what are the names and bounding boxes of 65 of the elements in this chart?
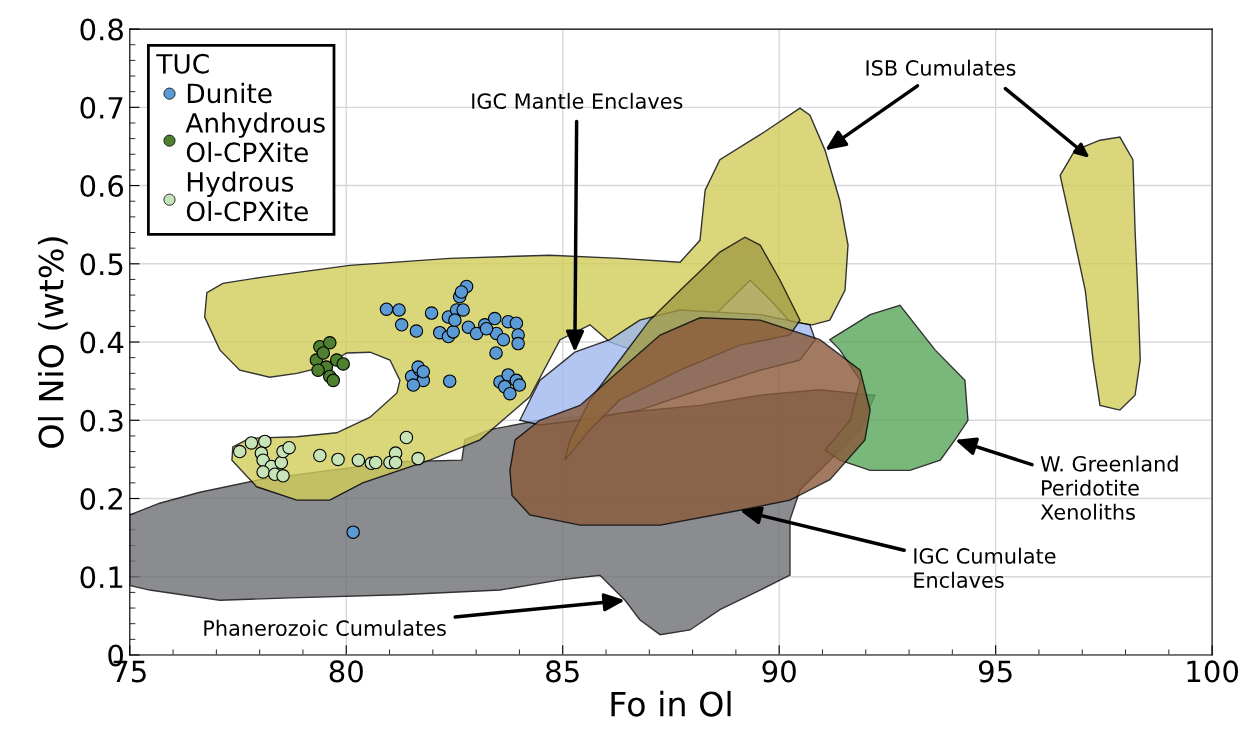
point: [336, 357, 350, 371]
point: [388, 455, 403, 470]
point: [244, 436, 259, 450]
point: [274, 455, 289, 470]
point: [316, 346, 331, 360]
point: [394, 318, 409, 332]
point: [456, 303, 470, 317]
point: [411, 451, 425, 466]
point: [406, 378, 421, 392]
x-axis-title: Fo in Ol: [611, 690, 731, 717]
legend-title: TUC: [156, 53, 209, 74]
point: [496, 332, 511, 347]
point: [442, 374, 457, 388]
point: [331, 452, 345, 467]
point: [509, 316, 524, 331]
point: [313, 448, 327, 463]
point: [368, 455, 383, 470]
y-tick-label: 0.8: [80, 18, 123, 41]
point: [276, 469, 290, 483]
point: [503, 386, 517, 401]
point: [479, 321, 494, 336]
point: [416, 365, 431, 379]
point: [409, 324, 424, 338]
point: [258, 434, 272, 449]
legend-label: Hydrous Ol-CPXite: [186, 171, 308, 222]
x-tick-label: 80: [329, 660, 363, 683]
point: [448, 313, 462, 327]
point: [326, 373, 341, 388]
y-tick-label: 0.1: [80, 566, 123, 589]
x-tick-label: 85: [546, 660, 579, 683]
point: [399, 430, 414, 445]
point: [323, 336, 337, 350]
point: [392, 303, 406, 317]
y-tick-label: 0.7: [80, 96, 123, 119]
point: [379, 302, 394, 316]
y-tick-label: 0.5: [80, 253, 123, 276]
point: [424, 306, 439, 320]
point: [311, 363, 325, 377]
point: [282, 440, 296, 455]
annotation: IGC Mantle Enclaves: [472, 92, 683, 109]
annotation: Phanerozoic Cumulates: [204, 619, 446, 636]
point: [487, 311, 502, 326]
legend-label: Anhydrous Ol-CPXite: [185, 112, 325, 163]
x-tick-label: 90: [762, 660, 796, 683]
point: [446, 325, 460, 339]
y-tick-label: 0.6: [80, 175, 124, 198]
x-tick-label: 100: [1187, 660, 1239, 683]
point: [489, 346, 503, 360]
point: [256, 465, 270, 479]
y-axis-title: Ol NiO (wt%): [37, 237, 68, 448]
annotation: IGC Cumulate Enclaves: [914, 547, 1056, 588]
point: [351, 453, 366, 467]
point: [512, 378, 527, 392]
point: [511, 336, 525, 351]
x-tick-label: 95: [978, 660, 1012, 683]
point: [454, 285, 469, 299]
point: [469, 326, 484, 341]
annotation: ISB Cumulates: [866, 59, 1016, 76]
y-tick-label: 0.4: [80, 331, 124, 354]
point: [232, 444, 247, 459]
legend-label: Dunite: [187, 82, 272, 104]
y-tick-label: 0.3: [80, 409, 123, 432]
point: [346, 525, 360, 539]
y-tick-label: 0.2: [80, 487, 122, 511]
annotation: W. Greenland Peridotite Xenoliths: [1040, 455, 1178, 520]
